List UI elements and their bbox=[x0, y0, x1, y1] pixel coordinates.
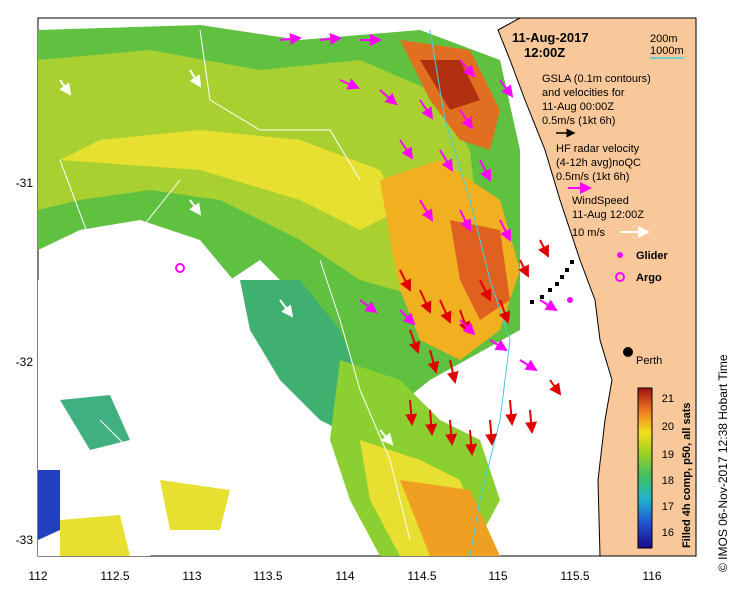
x-tick-label: 114.5 bbox=[407, 569, 436, 583]
hf-label-line3: 0.5m/s (1kt 6h) bbox=[556, 171, 629, 183]
map-date: 11-Aug-2017 bbox=[512, 30, 589, 45]
colorbar-tick: 21 bbox=[662, 393, 674, 405]
x-tick-label: 115.5 bbox=[560, 569, 589, 583]
x-tick-label: 116 bbox=[642, 569, 661, 583]
x-tick-label: 115 bbox=[488, 569, 507, 583]
wind-label-line3: 10 m/s bbox=[572, 227, 606, 239]
gsla-label-line2: and velocities for bbox=[542, 87, 625, 99]
hf-label-line1: HF radar velocity bbox=[556, 143, 640, 155]
colorbar-title: Filled 4h comp, p50, all sats bbox=[681, 403, 693, 549]
map-time: 12:00Z bbox=[524, 45, 565, 60]
x-tick-label: 112.5 bbox=[100, 569, 129, 583]
y-tick-label: -33 bbox=[16, 533, 34, 547]
legend-panel: 11-Aug-2017 12:00Z 200m 1000m GSLA (0.1m… bbox=[512, 30, 684, 367]
x-tick-label: 112 bbox=[28, 569, 47, 583]
y-axis: -31 -32 -33 bbox=[16, 176, 34, 547]
argo-legend-label: Argo bbox=[636, 272, 662, 284]
y-tick-label: -31 bbox=[16, 176, 34, 190]
perth-marker bbox=[623, 347, 633, 357]
wind-arrows bbox=[59, 69, 394, 446]
contour-legend-1000m: 1000m bbox=[650, 45, 684, 57]
colorbar-tick: 19 bbox=[662, 449, 674, 461]
x-tick-label: 113 bbox=[182, 569, 201, 583]
colorbar-tick: 17 bbox=[662, 501, 674, 513]
x-tick-label: 113.5 bbox=[253, 569, 282, 583]
x-tick-label: 114 bbox=[335, 569, 354, 583]
argo-marker bbox=[175, 263, 185, 273]
glider-track bbox=[530, 260, 574, 304]
hf-label-line2: (4-12h avg)noQC bbox=[556, 157, 641, 169]
contour-legend-200m: 200m bbox=[650, 33, 678, 45]
y-tick-label: -32 bbox=[16, 355, 34, 369]
gsla-label-line1: GSLA (0.1m contours) bbox=[542, 73, 651, 85]
hf-radar-arrows bbox=[399, 239, 562, 456]
copyright-footer: © IMOS 06-Nov-2017 12:38 Hobart Time bbox=[716, 354, 730, 572]
colorbar-tick: 18 bbox=[662, 475, 674, 487]
glider-marker bbox=[567, 297, 573, 303]
x-axis: 112 112.5 113 113.5 114 114.5 115 115.5 … bbox=[28, 569, 661, 583]
gsla-velocity-arrows bbox=[279, 33, 558, 372]
wind-label-line1: WindSpeed bbox=[572, 195, 629, 207]
wind-label-line2: 11-Aug 12:00Z bbox=[572, 209, 644, 221]
city-label-perth: Perth bbox=[636, 355, 662, 367]
colorbar-tick: 16 bbox=[662, 527, 674, 539]
gsla-label-line3: 11-Aug 00:00Z bbox=[542, 101, 614, 113]
colorbar-tick: 20 bbox=[662, 421, 674, 433]
glider-legend-label: Glider bbox=[636, 250, 669, 262]
gsla-label-line4: 0.5m/s (1kt 6h) bbox=[542, 115, 615, 127]
colorbar: 21 20 19 18 17 16 Filled 4h comp, p50, a… bbox=[637, 387, 693, 549]
